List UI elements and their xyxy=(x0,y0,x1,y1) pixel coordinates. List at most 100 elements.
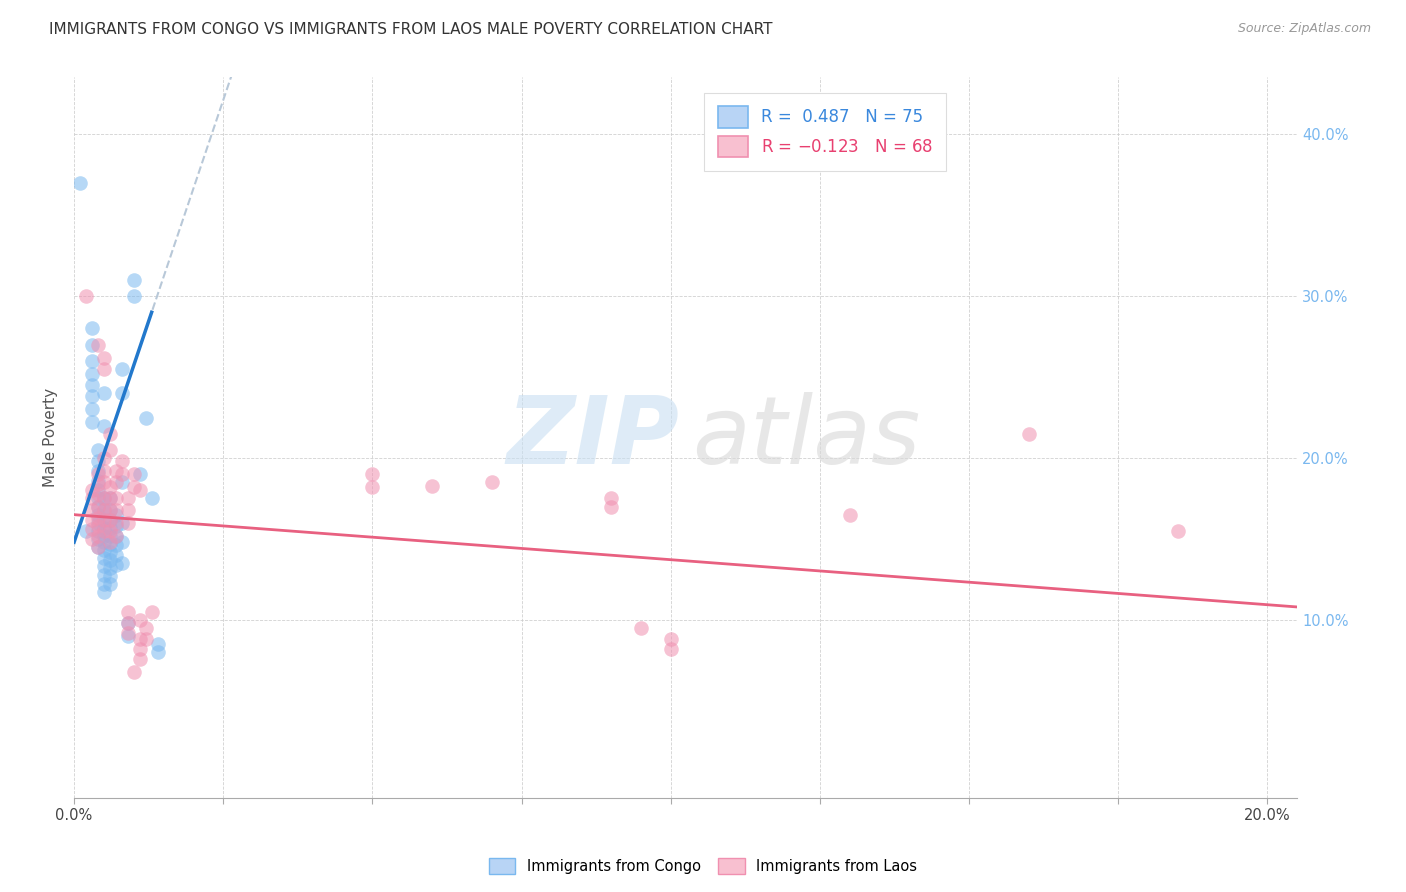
Point xyxy=(146,645,169,659)
Point xyxy=(93,503,115,517)
Point xyxy=(75,524,97,538)
Point xyxy=(87,486,110,500)
Point xyxy=(93,418,115,433)
Point xyxy=(117,616,139,631)
Point xyxy=(111,362,134,376)
Point xyxy=(117,616,139,631)
Point xyxy=(600,500,623,514)
Point xyxy=(93,491,115,506)
Point xyxy=(93,503,115,517)
Point xyxy=(122,480,145,494)
Point xyxy=(111,516,134,530)
Point xyxy=(117,516,139,530)
Point xyxy=(87,500,110,514)
Point xyxy=(122,665,145,679)
Point xyxy=(104,491,127,506)
Point xyxy=(80,354,103,368)
Point xyxy=(98,426,121,441)
Point xyxy=(80,532,103,546)
Point xyxy=(93,521,115,535)
Point xyxy=(98,553,121,567)
Point xyxy=(122,273,145,287)
Point xyxy=(111,556,134,570)
Point xyxy=(104,519,127,533)
Point xyxy=(87,442,110,457)
Point xyxy=(87,519,110,533)
Point xyxy=(87,454,110,468)
Point xyxy=(75,289,97,303)
Point xyxy=(135,632,157,647)
Point xyxy=(98,503,121,517)
Point xyxy=(98,545,121,559)
Point xyxy=(98,503,121,517)
Point xyxy=(87,540,110,554)
Legend: Immigrants from Congo, Immigrants from Laos: Immigrants from Congo, Immigrants from L… xyxy=(484,852,922,880)
Point xyxy=(104,475,127,490)
Point xyxy=(80,503,103,517)
Point xyxy=(93,567,115,582)
Point xyxy=(87,337,110,351)
Point xyxy=(87,483,110,498)
Point xyxy=(80,367,103,381)
Point xyxy=(111,454,134,468)
Point xyxy=(117,629,139,643)
Point xyxy=(93,512,115,526)
Point xyxy=(111,386,134,401)
Point xyxy=(659,642,682,657)
Point xyxy=(80,389,103,403)
Point xyxy=(98,491,121,506)
Point xyxy=(98,524,121,538)
Y-axis label: Male Poverty: Male Poverty xyxy=(44,388,58,487)
Point xyxy=(1018,426,1040,441)
Point xyxy=(104,538,127,552)
Point xyxy=(361,480,384,494)
Point xyxy=(98,529,121,543)
Point xyxy=(93,524,115,538)
Point xyxy=(87,540,110,554)
Point xyxy=(117,626,139,640)
Point xyxy=(104,464,127,478)
Point xyxy=(128,652,150,666)
Point xyxy=(361,467,384,482)
Point xyxy=(93,491,115,506)
Point xyxy=(104,508,127,522)
Point xyxy=(104,548,127,562)
Point xyxy=(111,475,134,490)
Point xyxy=(87,474,110,488)
Point xyxy=(93,585,115,599)
Point xyxy=(135,410,157,425)
Point xyxy=(87,500,110,514)
Point xyxy=(117,605,139,619)
Point xyxy=(87,511,110,525)
Point xyxy=(93,386,115,401)
Point xyxy=(104,529,127,543)
Point xyxy=(87,516,110,530)
Point xyxy=(135,621,157,635)
Point xyxy=(128,642,150,657)
Point xyxy=(80,378,103,392)
Point xyxy=(87,524,110,538)
Point xyxy=(128,632,150,647)
Point xyxy=(600,491,623,506)
Point xyxy=(104,558,127,572)
Point xyxy=(80,483,103,498)
Point xyxy=(128,613,150,627)
Point xyxy=(87,464,110,478)
Point xyxy=(659,632,682,647)
Point xyxy=(630,621,652,635)
Point xyxy=(98,569,121,583)
Point xyxy=(93,535,115,549)
Point xyxy=(80,491,103,506)
Point xyxy=(93,362,115,376)
Point xyxy=(93,529,115,543)
Point xyxy=(93,475,115,490)
Legend: R =  0.487   N = 75, R = $-$0.123   N = 68: R = 0.487 N = 75, R = $-$0.123 N = 68 xyxy=(704,93,946,170)
Point xyxy=(80,337,103,351)
Point xyxy=(93,351,115,365)
Point xyxy=(420,478,443,492)
Point xyxy=(104,503,127,517)
Point xyxy=(98,480,121,494)
Text: atlas: atlas xyxy=(692,392,920,483)
Point xyxy=(141,491,163,506)
Point xyxy=(111,535,134,549)
